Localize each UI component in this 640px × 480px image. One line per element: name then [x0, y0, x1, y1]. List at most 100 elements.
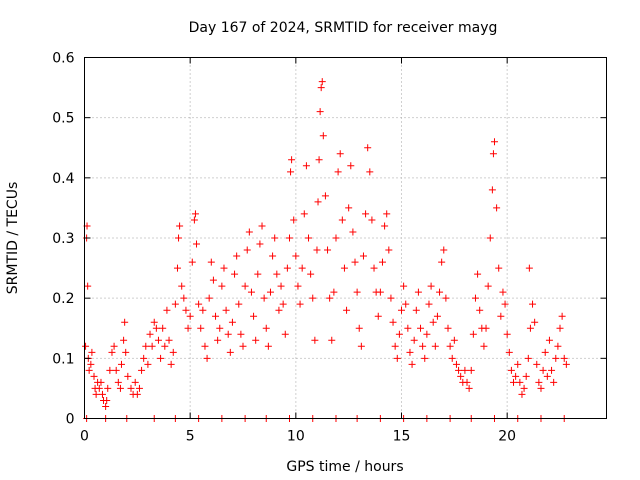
data-point	[233, 252, 241, 260]
data-point	[355, 324, 363, 332]
data-point	[484, 282, 492, 290]
data-point	[226, 348, 234, 356]
data-point	[537, 384, 545, 392]
data-point	[469, 330, 477, 338]
data-point	[302, 162, 310, 170]
data-point	[314, 198, 322, 206]
data-point	[106, 366, 114, 374]
data-point	[140, 354, 148, 362]
data-point	[442, 294, 450, 302]
data-point	[283, 264, 291, 272]
data-point	[338, 216, 346, 224]
data-point	[368, 216, 376, 224]
data-point	[121, 318, 129, 326]
data-point	[556, 324, 564, 332]
data-point	[349, 228, 357, 236]
data-point	[554, 342, 562, 350]
data-point	[467, 366, 475, 374]
data-point	[347, 162, 355, 170]
data-point	[313, 246, 321, 254]
x-tick-label: 0	[80, 429, 89, 445]
data-point	[186, 312, 194, 320]
data-point	[281, 330, 289, 338]
data-point	[222, 306, 230, 314]
data-point	[131, 378, 139, 386]
data-point	[493, 204, 501, 212]
data-point	[359, 252, 367, 260]
data-point	[550, 378, 558, 386]
x-tick-label: 20	[498, 429, 516, 445]
data-point	[444, 324, 452, 332]
y-tick-label: 0.2	[52, 291, 74, 307]
data-point	[539, 366, 547, 374]
data-point	[117, 360, 125, 368]
data-point	[421, 354, 429, 362]
data-point	[120, 336, 128, 344]
data-point	[463, 378, 471, 386]
data-point	[520, 384, 528, 392]
data-point	[184, 324, 192, 332]
data-point	[474, 270, 482, 278]
data-point	[340, 264, 348, 272]
data-point	[122, 348, 130, 356]
data-point	[110, 342, 118, 350]
data-point	[279, 300, 287, 308]
data-point	[427, 282, 435, 290]
data-point	[543, 372, 551, 380]
data-point	[455, 366, 463, 374]
data-point	[518, 390, 526, 398]
y-tick-label: 0.1	[52, 351, 74, 367]
data-point	[391, 342, 399, 350]
y-axis-ticks: 0 0.1 0.2 0.3 0.4 0.5 0.6	[52, 51, 607, 428]
data-point	[429, 318, 437, 326]
data-point	[389, 318, 397, 326]
data-point	[440, 246, 448, 254]
data-point	[173, 264, 181, 272]
data-point	[385, 246, 393, 254]
data-point	[87, 360, 95, 368]
data-point	[522, 372, 530, 380]
data-point	[207, 258, 215, 266]
data-point	[328, 336, 336, 344]
data-point	[144, 360, 152, 368]
data-point	[315, 156, 323, 164]
data-point	[159, 324, 167, 332]
data-point	[104, 384, 112, 392]
data-point	[376, 288, 384, 296]
data-point	[330, 288, 338, 296]
data-point	[345, 204, 353, 212]
data-point	[190, 216, 198, 224]
data-point	[212, 312, 220, 320]
data-point	[102, 402, 110, 410]
y-tick-label: 0	[66, 412, 75, 428]
data-point	[353, 288, 361, 296]
data-point	[138, 366, 146, 374]
data-point	[305, 234, 313, 242]
data-point	[163, 306, 171, 314]
data-point	[260, 294, 268, 302]
data-point	[201, 342, 209, 350]
data-point	[471, 294, 479, 302]
data-point	[529, 300, 537, 308]
data-point	[400, 282, 408, 290]
data-point	[402, 300, 410, 308]
data-point	[408, 360, 416, 368]
y-tick-label: 0.4	[52, 171, 74, 187]
data-point	[175, 234, 183, 242]
data-point	[541, 348, 549, 356]
data-point	[182, 306, 190, 314]
data-point	[258, 222, 266, 230]
data-point	[124, 372, 132, 380]
data-point	[317, 84, 325, 92]
data-point	[395, 330, 403, 338]
data-point	[294, 282, 302, 290]
data-point	[552, 354, 560, 362]
data-point	[307, 270, 315, 278]
data-point	[419, 342, 427, 350]
data-point	[243, 246, 251, 254]
data-point	[501, 300, 509, 308]
data-point	[548, 366, 556, 374]
data-point	[197, 324, 205, 332]
data-point	[241, 282, 249, 290]
data-point	[133, 390, 141, 398]
